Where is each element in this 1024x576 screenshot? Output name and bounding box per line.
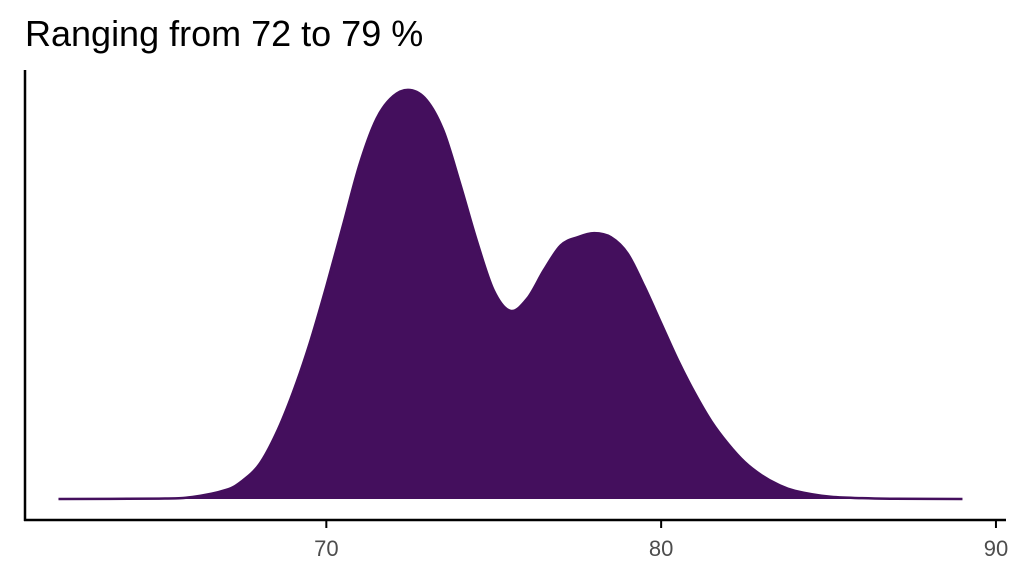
x-tick-label: 70 (314, 536, 338, 561)
plot-area (58, 88, 963, 501)
x-tick-label: 80 (649, 536, 673, 561)
density-line (58, 88, 963, 501)
chart-title: Ranging from 72 to 79 % (25, 13, 424, 54)
density-area (58, 89, 963, 499)
x-tick-label: 90 (984, 536, 1008, 561)
x-axis-ticks: 70 80 90 (314, 520, 1008, 561)
